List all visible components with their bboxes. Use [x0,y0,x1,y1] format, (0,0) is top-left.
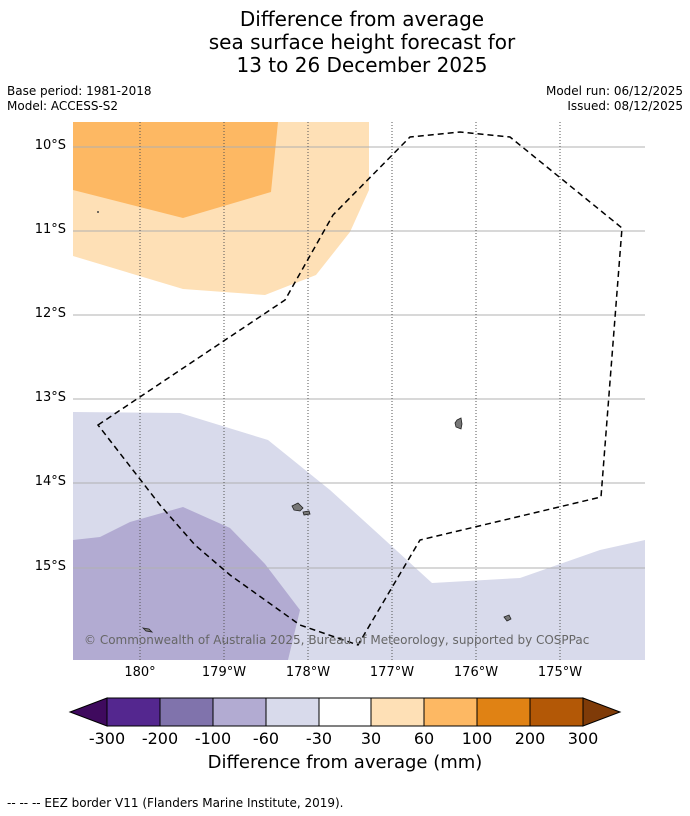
colorbar-tick-neg30: -30 [305,729,333,748]
latitude-gridlines [73,146,645,569]
title-line-3: 13 to 26 December 2025 [236,53,488,77]
colorbar-bin-5 [318,697,372,727]
colorbar-tick-neg200: -200 [141,729,179,748]
lon-label-179w: 179°W [201,665,247,680]
lon-label-175w: 175°W [537,665,583,680]
colorbar-bin-1 [106,697,161,727]
base-period-label: Base period: 1981-2018 [7,84,152,98]
lon-label-177w: 177°W [369,665,415,680]
lat-label-14s: 14°S [34,474,66,489]
lat-label-12s: 12°S [34,306,66,321]
colorbar-bin-2 [159,697,214,727]
lat-label-10s: 10°S [34,138,66,153]
colorbar-tick-neg100: -100 [194,729,232,748]
colorbar-bin-3 [212,697,267,727]
colorbar-bin-4 [265,697,320,727]
issued-label: Issued: 08/12/2025 [567,99,683,113]
meta-left: Base period: 1981-2018 Model: ACCESS-S2 [7,84,152,114]
eez-legend-note: -- -- -- EEZ border V11 (Flanders Marine… [7,796,344,810]
title-line-1: Difference from average [239,7,485,31]
colorbar-tick-300: 300 [567,729,599,748]
colorbar-bin-9 [529,697,584,727]
island-niuafoou [454,417,463,430]
eez-border [96,131,623,646]
meta-right: Model run: 06/12/2025 Issued: 08/12/2025 [546,84,683,114]
anomaly-region-60-100 [73,122,278,218]
colorbar-tick-neg300: -300 [88,729,126,748]
colorbar-tick-60: 60 [413,729,435,748]
colorbar-title: Difference from average (mm) [207,752,483,773]
title-line-2: sea surface height forecast for [208,30,516,54]
model-label: Model: ACCESS-S2 [7,99,119,113]
colorbar-bin-6 [370,697,425,727]
colorbar-tick-neg60: -60 [252,729,280,748]
colorbar-tick-200: 200 [514,729,546,748]
model-run-label: Model run: 06/12/2025 [545,84,683,98]
colorbar-bin-8 [476,697,531,727]
lat-label-15s: 15°S [34,559,66,574]
island-southwest [141,627,154,633]
copyright-note: © Commonwealth of Australia 2025, Bureau… [84,633,590,647]
chart-title: Difference from average sea surface heig… [0,8,690,77]
lat-label-13s: 13°S [34,390,66,405]
island-niuatoputapu [503,614,512,622]
colorbar-extend-low [68,697,108,727]
island-wallis [291,502,304,512]
island-speck [97,211,99,213]
lat-label-11s: 11°S [34,222,66,237]
colorbar-bin-7 [423,697,478,727]
anomaly-region-neg60-neg100 [73,507,300,660]
colorbar-tick-100: 100 [461,729,493,748]
lon-label-176w: 176°W [453,665,499,680]
island-futuna-small [302,510,311,516]
map-plot-area [73,122,645,660]
colorbar-extend-high [582,697,622,727]
colorbar [68,697,622,727]
colorbar-tick-30: 30 [360,729,382,748]
lon-label-180: 180° [124,665,156,680]
lon-label-178w: 178°W [285,665,331,680]
